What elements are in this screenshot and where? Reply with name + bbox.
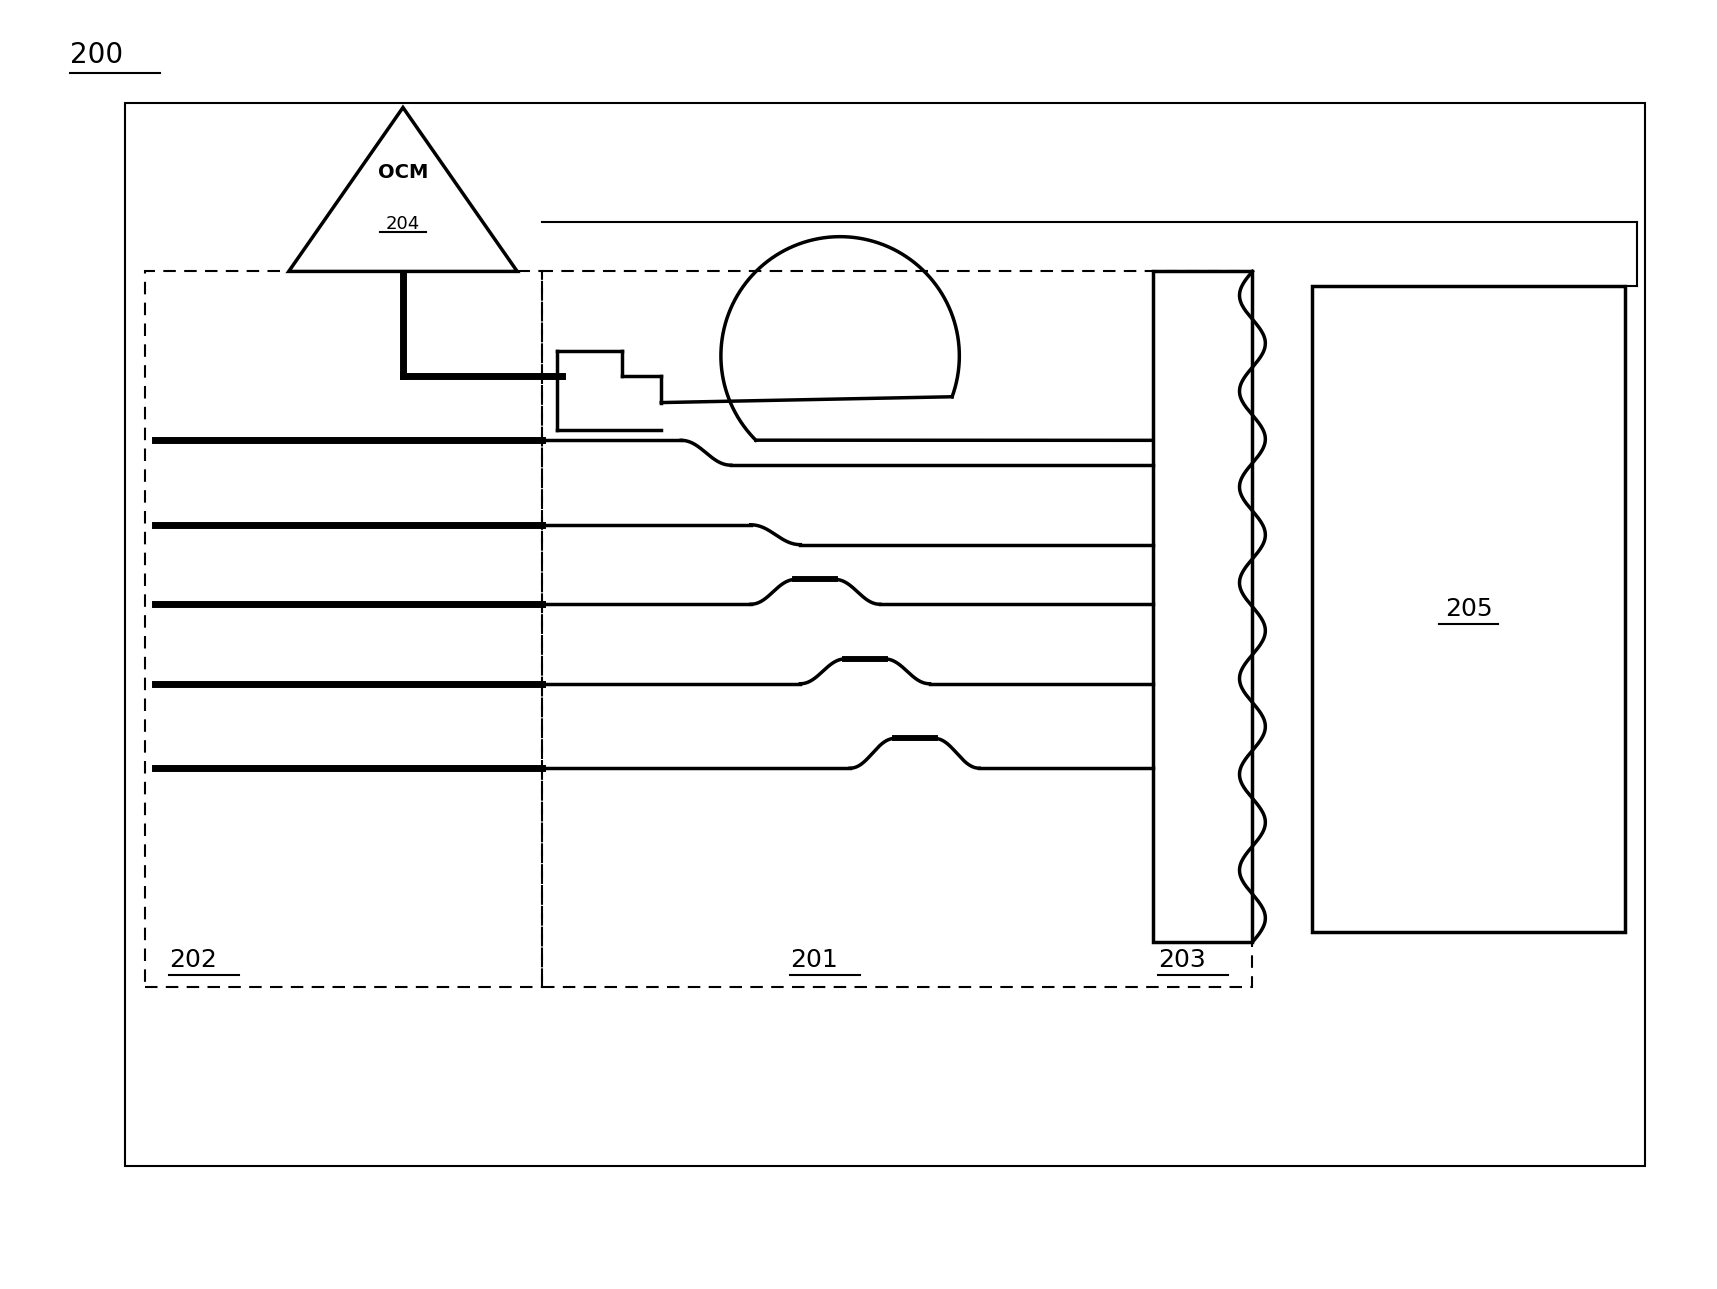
Text: OCM: OCM [378,162,428,182]
Bar [125,103,1645,1165]
Text: 205: 205 [1444,597,1492,621]
Text: 203: 203 [1157,947,1205,972]
Text: 200: 200 [70,41,124,68]
Bar [543,272,1252,987]
Text: 201: 201 [790,947,838,972]
Bar [1154,272,1252,942]
Text: 204: 204 [386,215,421,233]
Bar [144,272,543,987]
Bar [1312,286,1624,932]
Polygon shape [288,107,517,272]
Text: 202: 202 [170,947,218,972]
